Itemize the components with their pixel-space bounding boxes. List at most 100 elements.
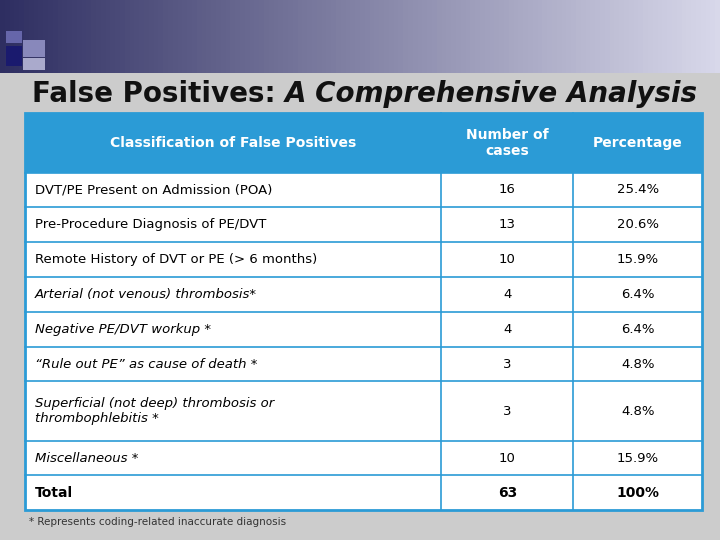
Text: Negative PE/DVT workup *: Negative PE/DVT workup *: [35, 323, 210, 336]
Bar: [23, 58, 45, 70]
Bar: [696, 0, 701, 73]
Bar: [480, 0, 485, 73]
Bar: [346, 0, 351, 73]
Bar: [81, 0, 86, 73]
Bar: [9, 0, 14, 73]
Bar: [63, 0, 67, 73]
Bar: [470, 0, 475, 73]
Bar: [662, 0, 667, 73]
Text: 10: 10: [499, 451, 516, 464]
Bar: [355, 0, 360, 73]
Bar: [446, 0, 451, 73]
Text: 3: 3: [503, 404, 512, 417]
Bar: [567, 0, 571, 73]
Bar: [495, 0, 499, 73]
Bar: [485, 0, 490, 73]
Text: 4: 4: [503, 288, 512, 301]
Bar: [408, 0, 413, 73]
Text: Percentage: Percentage: [593, 136, 683, 150]
Bar: [72, 0, 77, 73]
Bar: [706, 0, 711, 73]
Bar: [235, 0, 240, 73]
Bar: [499, 0, 504, 73]
Bar: [25, 381, 702, 441]
Bar: [245, 0, 250, 73]
Text: Remote History of DVT or PE (> 6 months): Remote History of DVT or PE (> 6 months): [35, 253, 317, 266]
Bar: [86, 0, 91, 73]
Text: Arterial (not venous) thrombosis*: Arterial (not venous) thrombosis*: [35, 288, 256, 301]
Bar: [77, 0, 81, 73]
Bar: [29, 0, 34, 73]
Bar: [610, 0, 614, 73]
Bar: [317, 0, 322, 73]
Bar: [38, 0, 43, 73]
Bar: [639, 0, 643, 73]
Bar: [466, 0, 470, 73]
Bar: [187, 0, 192, 73]
Text: Pre-Procedure Diagnosis of PE/DVT: Pre-Procedure Diagnosis of PE/DVT: [35, 218, 266, 231]
Text: 20.6%: 20.6%: [617, 218, 659, 231]
Bar: [259, 0, 264, 73]
Bar: [456, 0, 461, 73]
Bar: [326, 0, 331, 73]
Text: 15.9%: 15.9%: [616, 253, 659, 266]
Bar: [269, 0, 274, 73]
Bar: [125, 0, 130, 73]
Bar: [279, 0, 283, 73]
Text: 4.8%: 4.8%: [621, 357, 654, 370]
Text: Number of
cases: Number of cases: [466, 128, 549, 158]
Bar: [389, 0, 394, 73]
Bar: [423, 0, 427, 73]
Bar: [513, 0, 518, 73]
Bar: [197, 0, 202, 73]
Text: * Represents coding-related inaccurate diagnosis: * Represents coding-related inaccurate d…: [29, 517, 286, 527]
Bar: [48, 0, 53, 73]
Bar: [101, 0, 106, 73]
Bar: [67, 0, 72, 73]
Bar: [590, 0, 595, 73]
Bar: [43, 0, 48, 73]
Bar: [528, 0, 533, 73]
Bar: [135, 0, 139, 73]
Text: 4: 4: [503, 323, 512, 336]
Text: 16: 16: [499, 184, 516, 197]
Bar: [274, 0, 279, 73]
Bar: [398, 0, 403, 73]
Bar: [6, 31, 22, 43]
Bar: [96, 0, 101, 73]
Bar: [230, 0, 235, 73]
Bar: [581, 0, 585, 73]
Bar: [14, 0, 19, 73]
Bar: [533, 0, 538, 73]
Bar: [369, 0, 374, 73]
Bar: [6, 46, 22, 66]
Text: 100%: 100%: [616, 486, 660, 500]
Bar: [691, 0, 696, 73]
Bar: [163, 0, 168, 73]
Bar: [25, 242, 702, 277]
Bar: [475, 0, 480, 73]
Bar: [585, 0, 590, 73]
Bar: [542, 0, 547, 73]
Bar: [418, 0, 423, 73]
Bar: [120, 0, 125, 73]
Bar: [216, 0, 221, 73]
Bar: [192, 0, 197, 73]
Text: Miscellaneous *: Miscellaneous *: [35, 451, 138, 464]
Bar: [341, 0, 346, 73]
Bar: [538, 0, 542, 73]
Bar: [288, 0, 293, 73]
Bar: [379, 0, 384, 73]
Bar: [490, 0, 495, 73]
Text: 4.8%: 4.8%: [621, 404, 654, 417]
Bar: [115, 0, 120, 73]
Text: 63: 63: [498, 486, 517, 500]
Bar: [365, 0, 369, 73]
Bar: [106, 0, 110, 73]
Bar: [351, 0, 355, 73]
Bar: [211, 0, 216, 73]
Text: 6.4%: 6.4%: [621, 323, 654, 336]
Bar: [225, 0, 230, 73]
Text: A Comprehensive Analysis: A Comprehensive Analysis: [284, 80, 698, 109]
Bar: [34, 0, 38, 73]
